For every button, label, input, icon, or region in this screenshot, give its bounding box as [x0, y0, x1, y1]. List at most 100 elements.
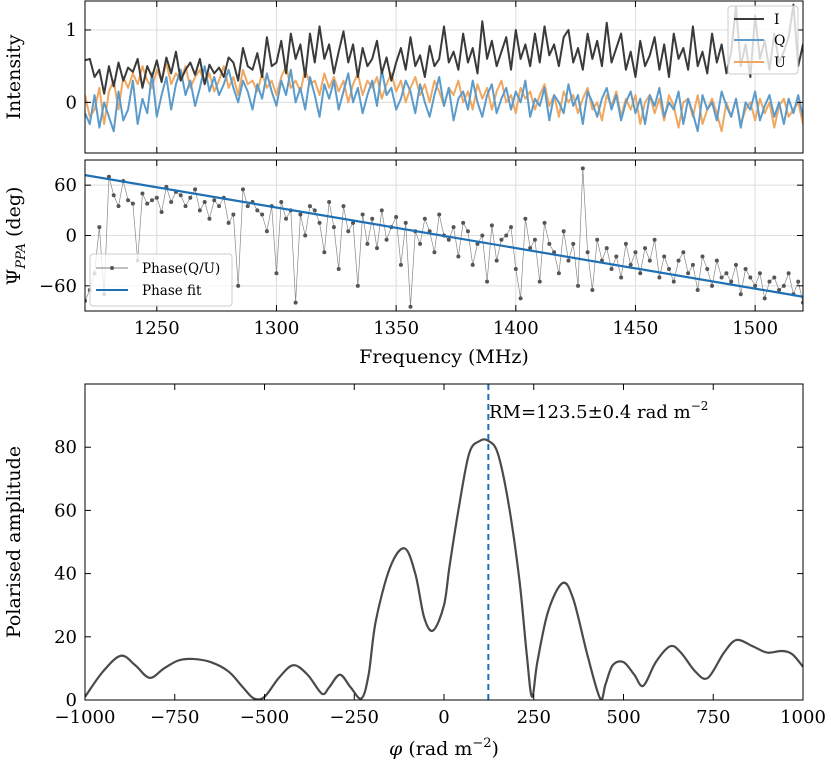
- phase-point: [279, 199, 284, 204]
- intensity-panel: 01 Intensity I Q U: [3, 0, 804, 154]
- intensity-axes-frame: [84, 0, 804, 154]
- phase-point: [743, 267, 748, 272]
- phase-point: [633, 250, 638, 255]
- phase-point: [231, 212, 236, 217]
- ytick-label: 20: [54, 627, 77, 648]
- phase-point: [456, 254, 461, 259]
- rm-annotation: RM=123.5±0.4 rad m−2: [489, 399, 708, 423]
- phase-point: [724, 271, 729, 276]
- phase-point: [303, 233, 308, 238]
- phase-point: [202, 199, 207, 204]
- phase-ylabel-main: Ψ: [3, 269, 25, 286]
- phase-point: [374, 246, 379, 251]
- phase-point: [97, 225, 102, 230]
- phase-point: [796, 279, 801, 284]
- xtick-label: 0: [438, 707, 449, 728]
- phase-point: [327, 199, 332, 204]
- faraday-xlabel-unit: (rad m: [408, 738, 472, 760]
- phase-ylabel-sub: PPA: [14, 243, 29, 270]
- phase-point: [681, 250, 686, 255]
- phase-point: [580, 166, 585, 171]
- phase-point: [666, 267, 671, 272]
- phase-point: [284, 216, 289, 221]
- phase-point: [671, 279, 676, 284]
- phase-fit-line: [85, 174, 803, 298]
- phase-point: [657, 275, 662, 280]
- intensity-grid: [85, 1, 803, 153]
- phase-point: [298, 212, 303, 217]
- xtick-label: 1250: [134, 318, 180, 339]
- phase-point: [571, 241, 576, 246]
- ytick-label: 60: [54, 175, 77, 196]
- xtick-label: −1000: [55, 707, 116, 728]
- phase-point: [188, 195, 193, 200]
- phase-point: [207, 216, 212, 221]
- phase-point: [485, 279, 490, 284]
- phase-point: [293, 300, 298, 305]
- phase-point: [710, 283, 715, 288]
- phase-point: [561, 229, 566, 234]
- phase-point: [111, 193, 116, 198]
- phase-point: [647, 258, 652, 263]
- faraday-spectrum-line: [85, 438, 803, 700]
- phase-point: [772, 275, 777, 280]
- phase-point: [504, 233, 509, 238]
- legend-label-q: Q: [774, 33, 785, 49]
- phase-point: [690, 262, 695, 267]
- phase-point: [714, 258, 719, 263]
- phase-point: [159, 210, 164, 215]
- phase-point: [532, 237, 537, 242]
- phase-point: [686, 271, 691, 276]
- ytick-label: 0: [66, 226, 77, 247]
- phase-xlabel: Frequency (MHz): [359, 346, 529, 368]
- ytick-label: −60: [39, 276, 77, 297]
- phase-point: [336, 267, 341, 272]
- faraday-panel: −1000 −750 −500 −250 0 250 500 750 1000 0 20 40 60 80…: [3, 383, 826, 760]
- faraday-xlabel-sup: −2: [472, 736, 491, 751]
- phase-point: [379, 208, 384, 213]
- xtick-label: 250: [517, 707, 551, 728]
- phase-point: [614, 254, 619, 259]
- xtick-label: −750: [150, 707, 199, 728]
- phase-point: [422, 216, 427, 221]
- phase-point: [145, 201, 150, 206]
- phase-point: [418, 241, 423, 246]
- faraday-series: [85, 384, 803, 700]
- phase-point: [193, 187, 198, 192]
- phase-point: [403, 220, 408, 225]
- intensity-legend: I Q U: [727, 5, 799, 75]
- phase-point: [748, 275, 753, 280]
- ytick-label: 40: [54, 564, 77, 585]
- phase-point: [465, 229, 470, 234]
- phase-point: [307, 204, 312, 209]
- faraday-xlabel-close: ): [492, 738, 499, 760]
- phase-point: [542, 220, 547, 225]
- phase-point: [274, 271, 279, 276]
- phase-point: [652, 237, 657, 242]
- phase-point: [394, 215, 399, 220]
- phase-point: [245, 204, 250, 209]
- phase-point: [236, 283, 241, 288]
- legend-label-fit: Phase fit: [142, 283, 202, 299]
- phase-point: [513, 267, 518, 272]
- phase-point: [480, 233, 485, 238]
- phase-point: [518, 296, 523, 301]
- phase-point: [240, 187, 245, 192]
- phase-point: [576, 283, 581, 288]
- phase-point: [264, 229, 269, 234]
- xtick-label: 1450: [613, 318, 659, 339]
- phase-point: [609, 267, 614, 272]
- phase-point: [398, 262, 403, 267]
- phase-ylabel-unit: (deg): [3, 187, 25, 243]
- phase-point: [178, 193, 183, 198]
- phase-point: [552, 250, 557, 255]
- phase-point: [150, 198, 155, 203]
- phase-point: [806, 284, 810, 288]
- phase-point: [384, 237, 389, 242]
- phase-point: [729, 279, 734, 284]
- phase-point: [169, 199, 174, 204]
- phase-point: [260, 212, 265, 217]
- phase-point: [738, 292, 743, 297]
- ytick-label: 80: [54, 437, 77, 458]
